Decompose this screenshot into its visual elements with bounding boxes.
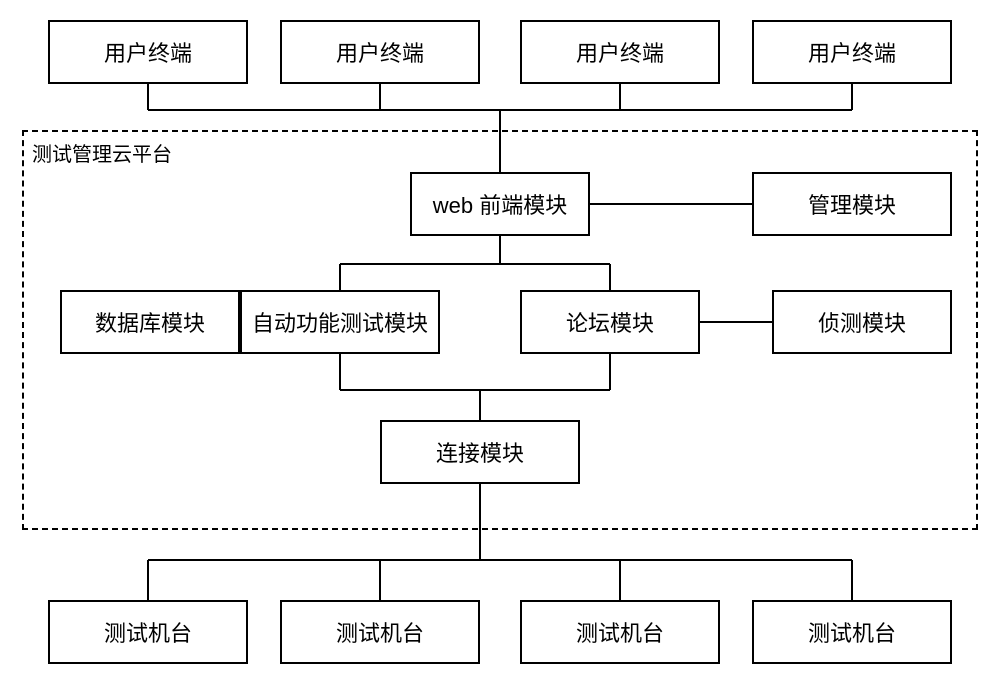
node-label: 测试机台 [576, 616, 664, 648]
node-label: 用户终端 [808, 36, 896, 68]
node-label: 数据库模块 [95, 306, 205, 338]
node-test-machine-3: 测试机台 [520, 600, 720, 664]
node-label: 用户终端 [576, 36, 664, 68]
node-label: 管理模块 [808, 188, 896, 220]
diagram-canvas: 测试管理云平台 用户终端 用户终端 用户终端 用户终端 web 前端模块 管理模… [0, 0, 1000, 684]
node-user-terminal-2: 用户终端 [280, 20, 480, 84]
node-user-terminal-3: 用户终端 [520, 20, 720, 84]
node-label: 用户终端 [104, 36, 192, 68]
node-label: 用户终端 [336, 36, 424, 68]
node-label: 测试机台 [808, 616, 896, 648]
node-label: 论坛模块 [566, 306, 654, 338]
node-detect: 侦测模块 [772, 290, 952, 354]
node-label: 自动功能测试模块 [252, 306, 428, 338]
node-label: 测试机台 [104, 616, 192, 648]
platform-frame-label: 测试管理云平台 [30, 138, 174, 167]
node-management: 管理模块 [752, 172, 952, 236]
node-label: web 前端模块 [433, 188, 567, 220]
node-test-machine-4: 测试机台 [752, 600, 952, 664]
node-test-machine-2: 测试机台 [280, 600, 480, 664]
node-forum: 论坛模块 [520, 290, 700, 354]
node-user-terminal-4: 用户终端 [752, 20, 952, 84]
node-web-frontend: web 前端模块 [410, 172, 590, 236]
node-connection: 连接模块 [380, 420, 580, 484]
node-database: 数据库模块 [60, 290, 240, 354]
node-auto-test: 自动功能测试模块 [240, 290, 440, 354]
node-label: 侦测模块 [818, 306, 906, 338]
node-test-machine-1: 测试机台 [48, 600, 248, 664]
node-label: 测试机台 [336, 616, 424, 648]
node-label: 连接模块 [436, 436, 524, 468]
node-user-terminal-1: 用户终端 [48, 20, 248, 84]
